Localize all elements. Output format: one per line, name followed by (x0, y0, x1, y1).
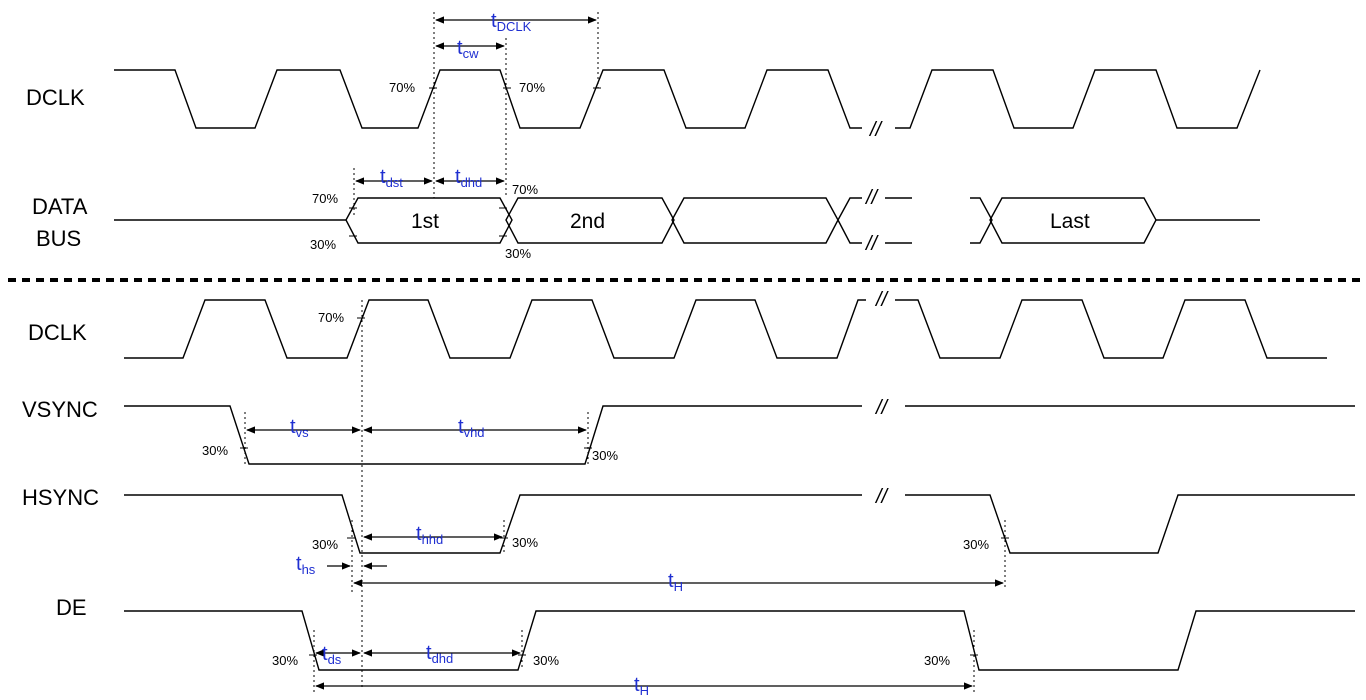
de-30pct-label-left: 30% (272, 653, 298, 668)
tvs-label: tvs (290, 416, 309, 440)
vsync-30pct-label-right: 30% (592, 448, 618, 463)
signal-label-vsync: VSYNC (22, 397, 98, 422)
data-bus-first-cell (345, 197, 513, 244)
bottom-dclk-break-mark: // (874, 289, 890, 311)
de-30pct-label-right: 30% (924, 653, 950, 668)
top-dclk-waveform (114, 69, 1261, 129)
tdclk-label: tDCLK (491, 10, 532, 34)
th-hsync-label: tH (668, 570, 683, 594)
signal-label-top-dclk: DCLK (26, 85, 85, 110)
bottom-dclk-70pct-label: 70% (318, 310, 344, 325)
ths-label: ths (296, 553, 316, 577)
hsync-30pct-label-left: 30% (312, 537, 338, 552)
data-bus-second-cell (505, 197, 675, 244)
data-cell-first: 1st (411, 210, 439, 233)
tcw-label: tcw (457, 37, 479, 61)
tdhd-de-label: tdhd (426, 642, 453, 666)
vsync-waveform (124, 405, 1355, 465)
tds-label: tds (322, 643, 342, 667)
de-waveform (124, 610, 1355, 671)
data-bus-30pct-label-left: 30% (310, 237, 336, 252)
signal-label-data-line1: DATA (32, 194, 88, 219)
data-bus-break-mark-bottom: // (864, 233, 880, 255)
data-bus-70pct-label-left: 70% (312, 191, 338, 206)
tvhd-label: tvhd (458, 416, 485, 440)
hsync-30pct-label-mid: 30% (512, 535, 538, 550)
hsync-30pct-label-right: 30% (963, 537, 989, 552)
data-cell-second: 2nd (570, 210, 605, 233)
vsync-30pct-label-left: 30% (202, 443, 228, 458)
data-bus-third-cell (671, 197, 839, 244)
signal-label-de: DE (56, 595, 87, 620)
tdst-label: tdst (380, 166, 403, 190)
signal-label-bottom-dclk: DCLK (28, 320, 87, 345)
data-cell-last: Last (1050, 210, 1090, 233)
data-bus-break-mark-top: // (864, 187, 880, 209)
hsync-break-mark: // (874, 486, 890, 508)
data-bus-70pct-label-right: 70% (512, 182, 538, 197)
vsync-break-mark: // (874, 397, 890, 419)
signal-label-data-line2: BUS (36, 226, 81, 251)
data-bus-30pct-label-right: 30% (505, 246, 531, 261)
hsync-waveform (124, 494, 1355, 554)
bottom-dclk-waveform (124, 299, 1327, 359)
data-bus-break-section (837, 197, 993, 244)
top-dclk-70pct-label-b: 70% (519, 80, 545, 95)
tdhd-label: tdhd (455, 166, 482, 190)
thhd-label: thhd (416, 523, 443, 547)
top-dclk-70pct-label-a: 70% (389, 80, 415, 95)
top-dclk-break-mark: // (868, 119, 884, 141)
th-de-label: tH (634, 674, 649, 698)
de-30pct-label-mid: 30% (533, 653, 559, 668)
signal-label-hsync: HSYNC (22, 485, 99, 510)
